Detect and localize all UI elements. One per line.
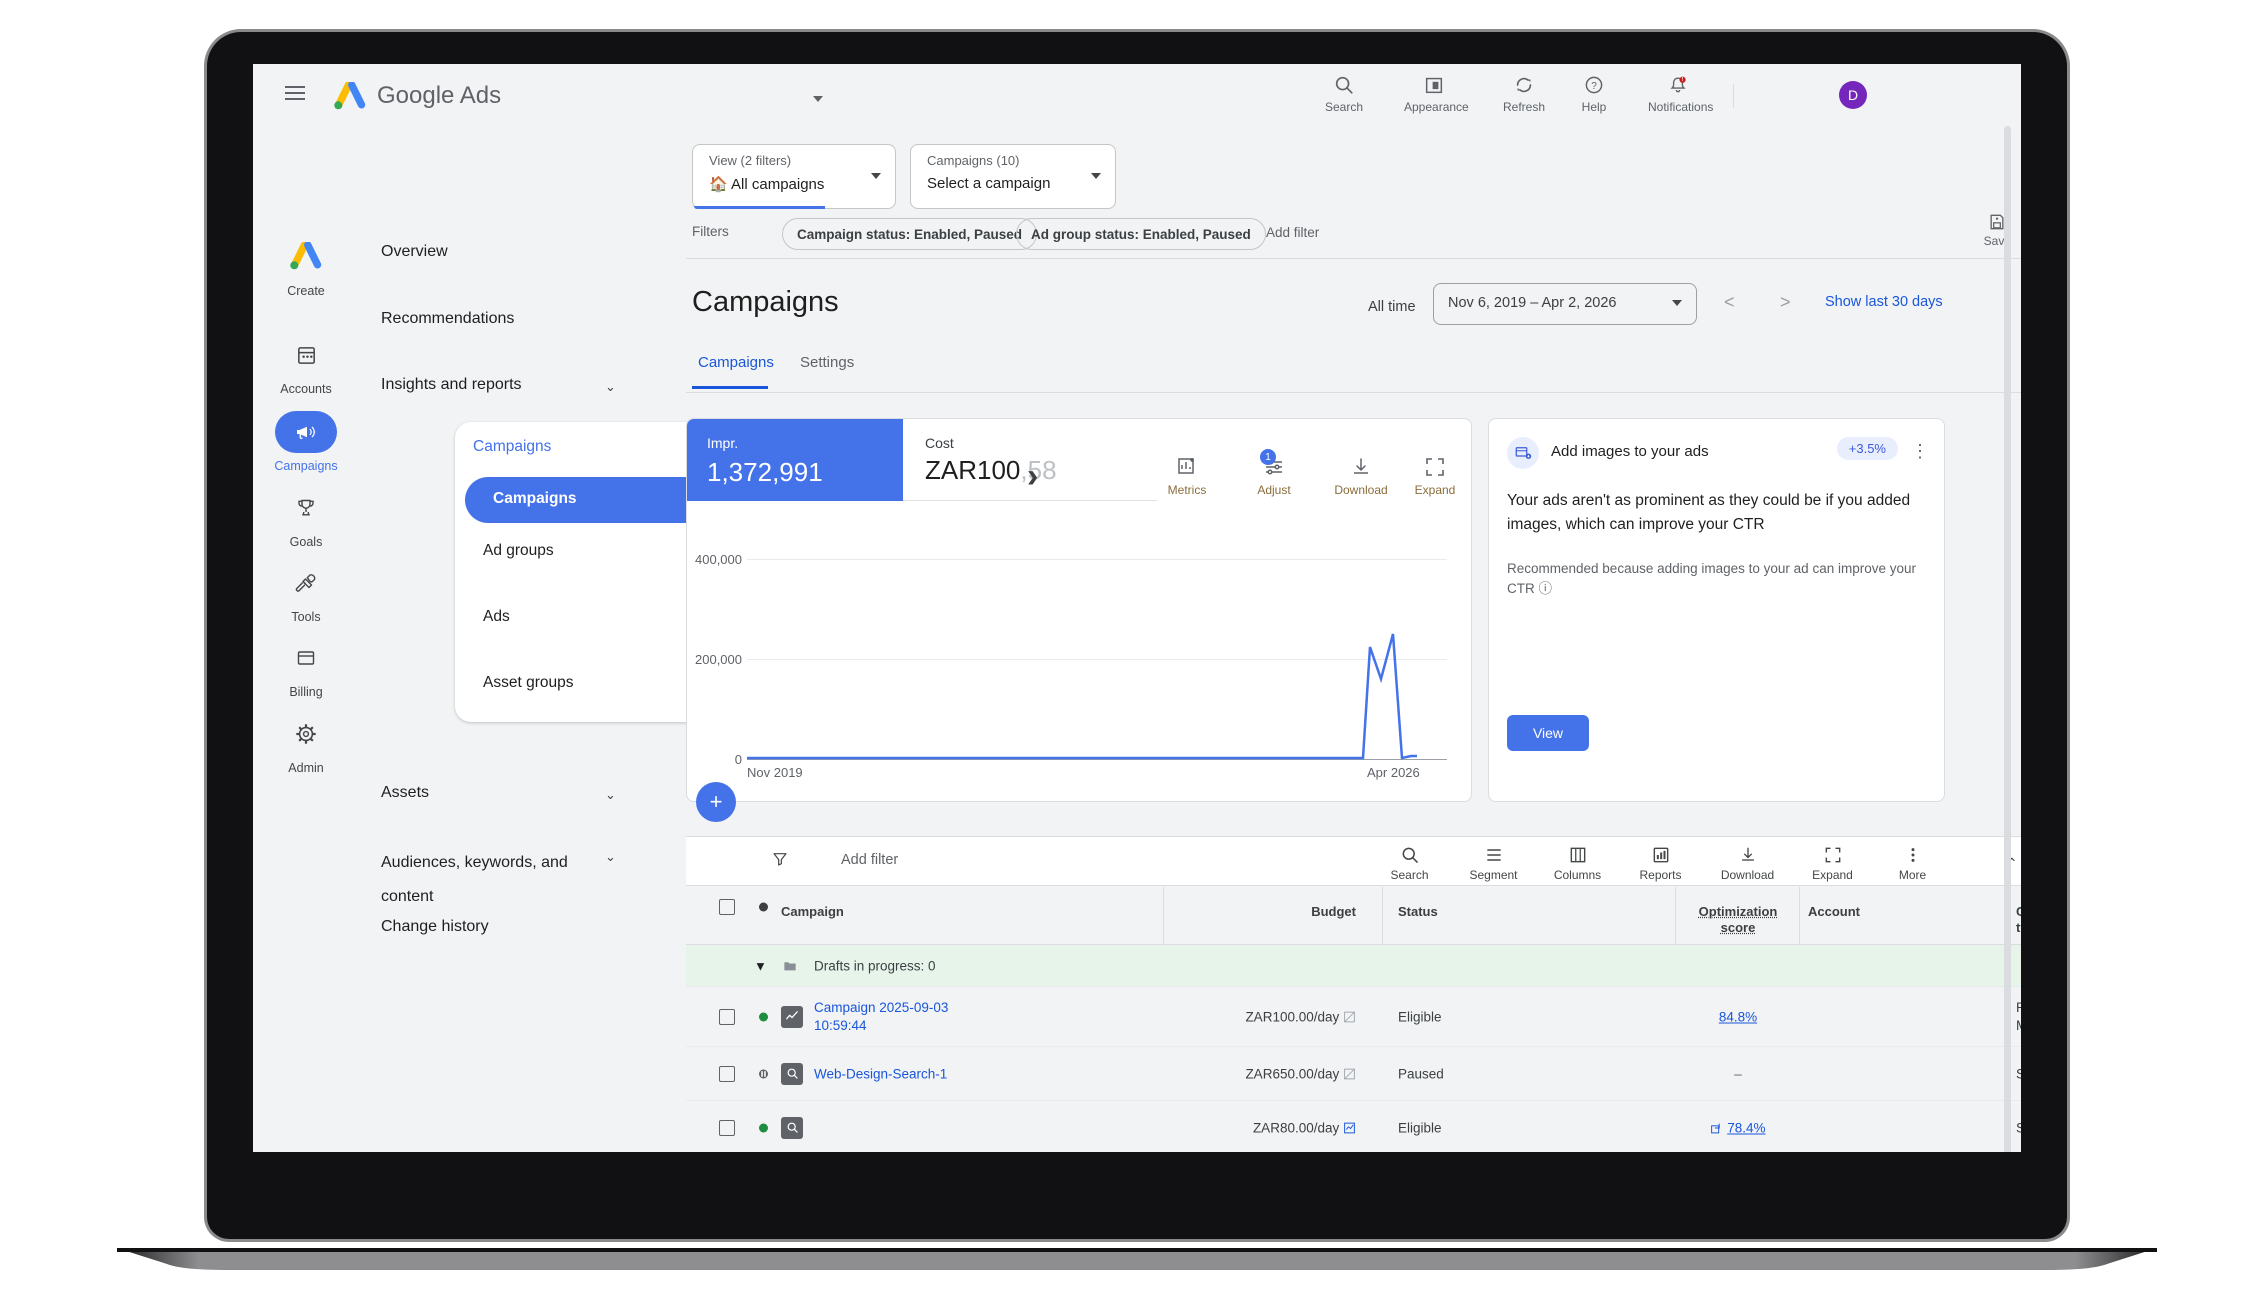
svg-text:?: ? (1591, 81, 1597, 92)
